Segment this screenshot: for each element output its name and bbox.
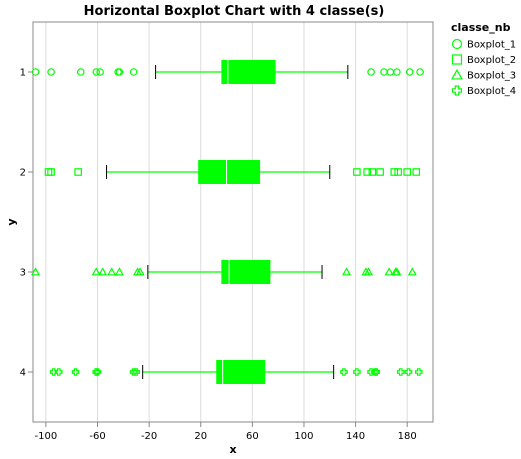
x-tick-label: -60 — [89, 431, 105, 442]
legend-label: Boxplot_1 — [467, 40, 516, 51]
outlier-point — [340, 368, 348, 376]
outlier-point — [96, 68, 104, 76]
outlier-point — [393, 68, 401, 76]
outlier-point — [76, 68, 85, 76]
outlier-point — [380, 68, 388, 76]
legend-label: Boxplot_3 — [467, 71, 516, 82]
outlier-point — [114, 267, 124, 276]
outlier-point — [368, 168, 377, 176]
x-tick-label: 180 — [398, 431, 417, 442]
outlier-point — [132, 368, 141, 376]
outlier-point — [98, 267, 108, 276]
outlier-point — [135, 267, 145, 276]
outlier-point — [92, 68, 101, 76]
outlier-point — [363, 168, 371, 176]
outlier-point — [392, 267, 402, 276]
outlier-point — [390, 168, 399, 176]
outlier-point — [71, 368, 80, 376]
outlier-point — [115, 68, 124, 76]
boxplot-2 — [44, 160, 421, 184]
outlier-point — [129, 68, 138, 76]
iqr-box — [198, 160, 261, 184]
outlier-point — [363, 267, 374, 276]
y-tick-label: 3 — [20, 268, 26, 279]
legend-symbol-square — [451, 54, 463, 65]
legend-title: classe_nb — [451, 21, 511, 34]
outlier-point — [415, 368, 423, 376]
outlier-point — [91, 267, 101, 276]
y-axis-title: y — [5, 218, 18, 225]
outlier-point — [396, 368, 405, 376]
boxplot-3 — [31, 260, 417, 284]
outlier-point — [367, 68, 375, 76]
outlier-point — [386, 68, 395, 76]
outlier-point — [55, 368, 63, 376]
legend: classe_nb Boxplot_1 Boxplot_2 Boxplot_3 Box… — [451, 21, 516, 97]
x-tick-label: 60 — [246, 431, 259, 442]
x-tick-label: 100 — [294, 431, 313, 442]
legend-symbol-cross — [451, 85, 463, 96]
legend-label: Boxplot_4 — [467, 86, 516, 97]
x-axis-title: x — [229, 443, 236, 456]
outlier-point — [47, 68, 55, 76]
axes: -100 -60 -20 20 60 100 140 180 1 2 3 4 — [20, 68, 417, 443]
outlier-point — [107, 267, 117, 276]
outlier-point — [353, 368, 361, 376]
plot-frame — [32, 21, 434, 423]
outlier-point — [129, 368, 138, 376]
outlier-point — [93, 368, 102, 376]
outlier-point — [342, 267, 352, 276]
boxplot-series — [31, 60, 424, 384]
outlier-point — [353, 168, 361, 176]
boxplot-1 — [31, 60, 424, 84]
x-tick-label: -100 — [35, 431, 58, 442]
x-tick-label: -20 — [141, 431, 157, 442]
outlier-point — [416, 68, 424, 76]
y-tick-label: 4 — [20, 368, 26, 379]
outlier-point — [407, 267, 417, 276]
x-tick-label: 20 — [194, 431, 207, 442]
legend-symbol-triangle — [451, 68, 463, 80]
outlier-point — [74, 168, 82, 176]
outlier-point — [376, 168, 384, 176]
outlier-point — [403, 168, 411, 176]
boxplot-4 — [49, 360, 423, 384]
outlier-point — [412, 168, 421, 176]
outlier-point — [31, 267, 41, 276]
outlier-point — [47, 168, 55, 176]
x-tick-label: 140 — [346, 431, 365, 442]
grid-lines — [45, 22, 408, 422]
outlier-point — [372, 368, 381, 376]
legend-label: Boxplot_2 — [467, 55, 516, 66]
y-tick-label: 2 — [20, 168, 26, 179]
outlier-point — [49, 368, 58, 376]
iqr-box — [216, 360, 266, 384]
outlier-point — [404, 368, 413, 376]
iqr-box — [221, 60, 276, 84]
chart-title: Horizontal Boxplot Chart with 4 classe(s… — [84, 4, 385, 19]
outlier-point — [384, 267, 394, 276]
outlier-point — [405, 68, 414, 76]
legend-symbol-circle — [451, 38, 463, 50]
outlier-point — [394, 168, 402, 176]
y-tick-label: 1 — [20, 68, 26, 79]
